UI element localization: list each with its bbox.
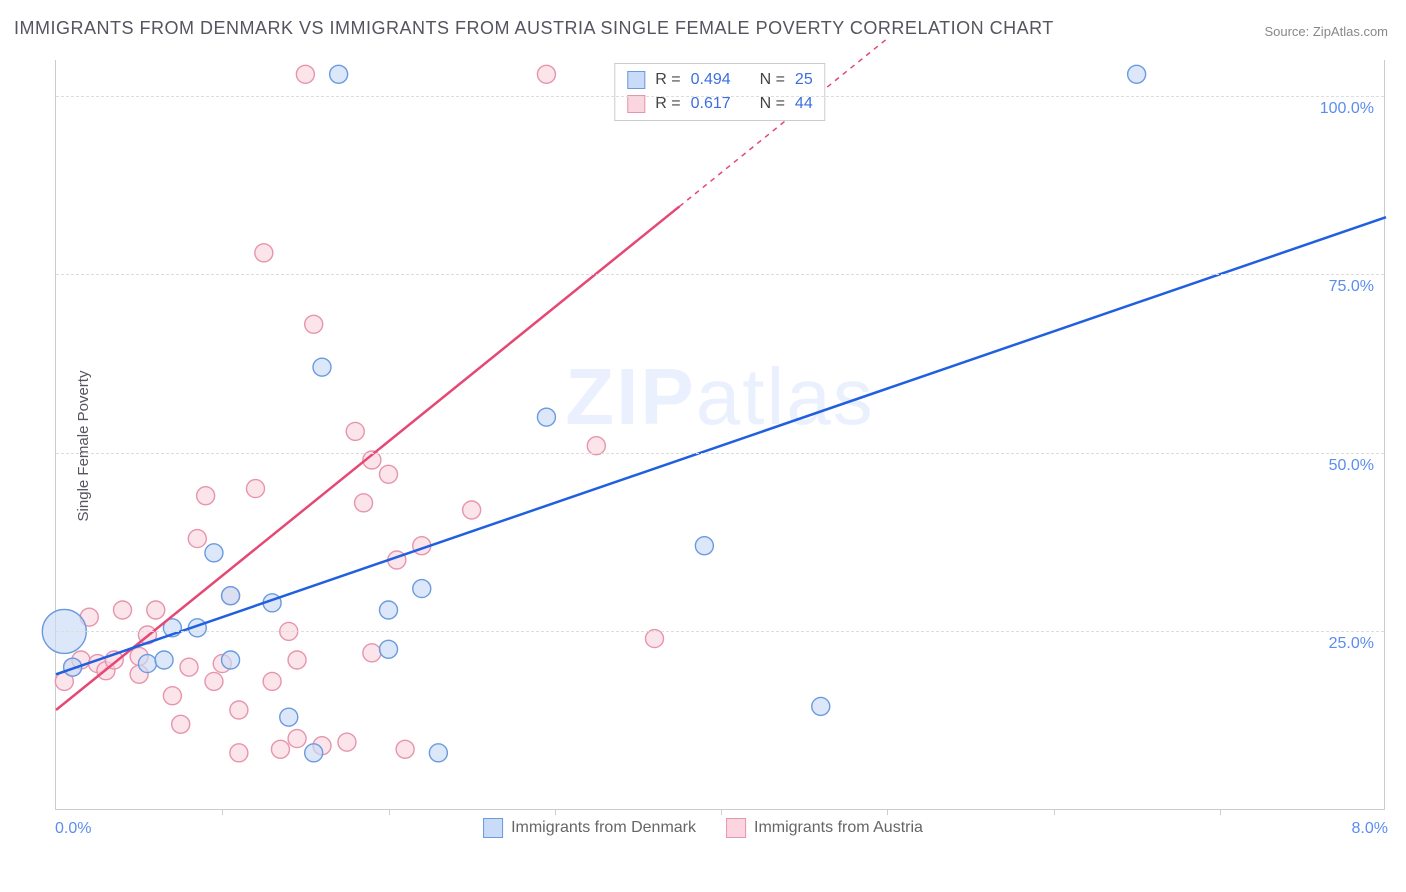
data-point [172,715,190,733]
data-point [396,740,414,758]
data-point [197,487,215,505]
plot-area: ZIPatlas R = 0.494 N = 25 R = 0.617 N = … [55,60,1385,810]
data-point [346,422,364,440]
swatch-austria [627,95,645,113]
data-point [163,687,181,705]
data-point [155,651,173,669]
legend-label-denmark: Immigrants from Denmark [511,819,696,837]
y-tick-label: 100.0% [1320,100,1374,118]
trendline-denmark [56,217,1386,674]
y-tick-label: 75.0% [1329,278,1374,296]
data-point [463,501,481,519]
scatter-svg [56,60,1384,809]
data-point [380,465,398,483]
data-point [280,708,298,726]
swatch-denmark [627,71,645,89]
correlation-legend: R = 0.494 N = 25 R = 0.617 N = 44 [614,63,825,121]
data-point [338,733,356,751]
data-point [313,358,331,376]
data-point [305,744,323,762]
data-point [255,244,273,262]
data-point [296,65,314,83]
data-point [330,65,348,83]
data-point [305,315,323,333]
trendline-austria [56,206,679,710]
x-axis-max-label: 8.0% [1352,820,1388,838]
y-tick-label: 50.0% [1329,457,1374,475]
y-tick-label: 25.0% [1329,635,1374,653]
data-point [147,601,165,619]
legend-row-denmark: R = 0.494 N = 25 [627,68,812,92]
data-point [222,651,240,669]
data-point [812,697,830,715]
swatch-austria-icon [726,818,746,838]
data-point [380,640,398,658]
series-legend: Immigrants from Denmark Immigrants from … [483,818,923,838]
swatch-denmark-icon [483,818,503,838]
data-point [695,537,713,555]
data-point [205,544,223,562]
source-attribution: Source: ZipAtlas.com [1264,24,1388,39]
data-point [537,65,555,83]
data-point [114,601,132,619]
data-point [413,580,431,598]
data-point [288,651,306,669]
data-point [247,480,265,498]
data-point [222,587,240,605]
legend-item-austria: Immigrants from Austria [726,818,923,838]
data-point [180,658,198,676]
legend-label-austria: Immigrants from Austria [754,819,923,837]
legend-item-denmark: Immigrants from Denmark [483,818,696,838]
data-point [263,672,281,690]
chart-title: IMMIGRANTS FROM DENMARK VS IMMIGRANTS FR… [14,18,1054,39]
data-point [230,744,248,762]
data-point [288,730,306,748]
data-point [271,740,289,758]
data-point [1128,65,1146,83]
data-point [429,744,447,762]
data-point [363,644,381,662]
data-point [355,494,373,512]
data-point [537,408,555,426]
data-point [138,655,156,673]
data-point [205,672,223,690]
data-point [188,530,206,548]
data-point [380,601,398,619]
x-axis-min-label: 0.0% [55,820,91,838]
data-point [230,701,248,719]
